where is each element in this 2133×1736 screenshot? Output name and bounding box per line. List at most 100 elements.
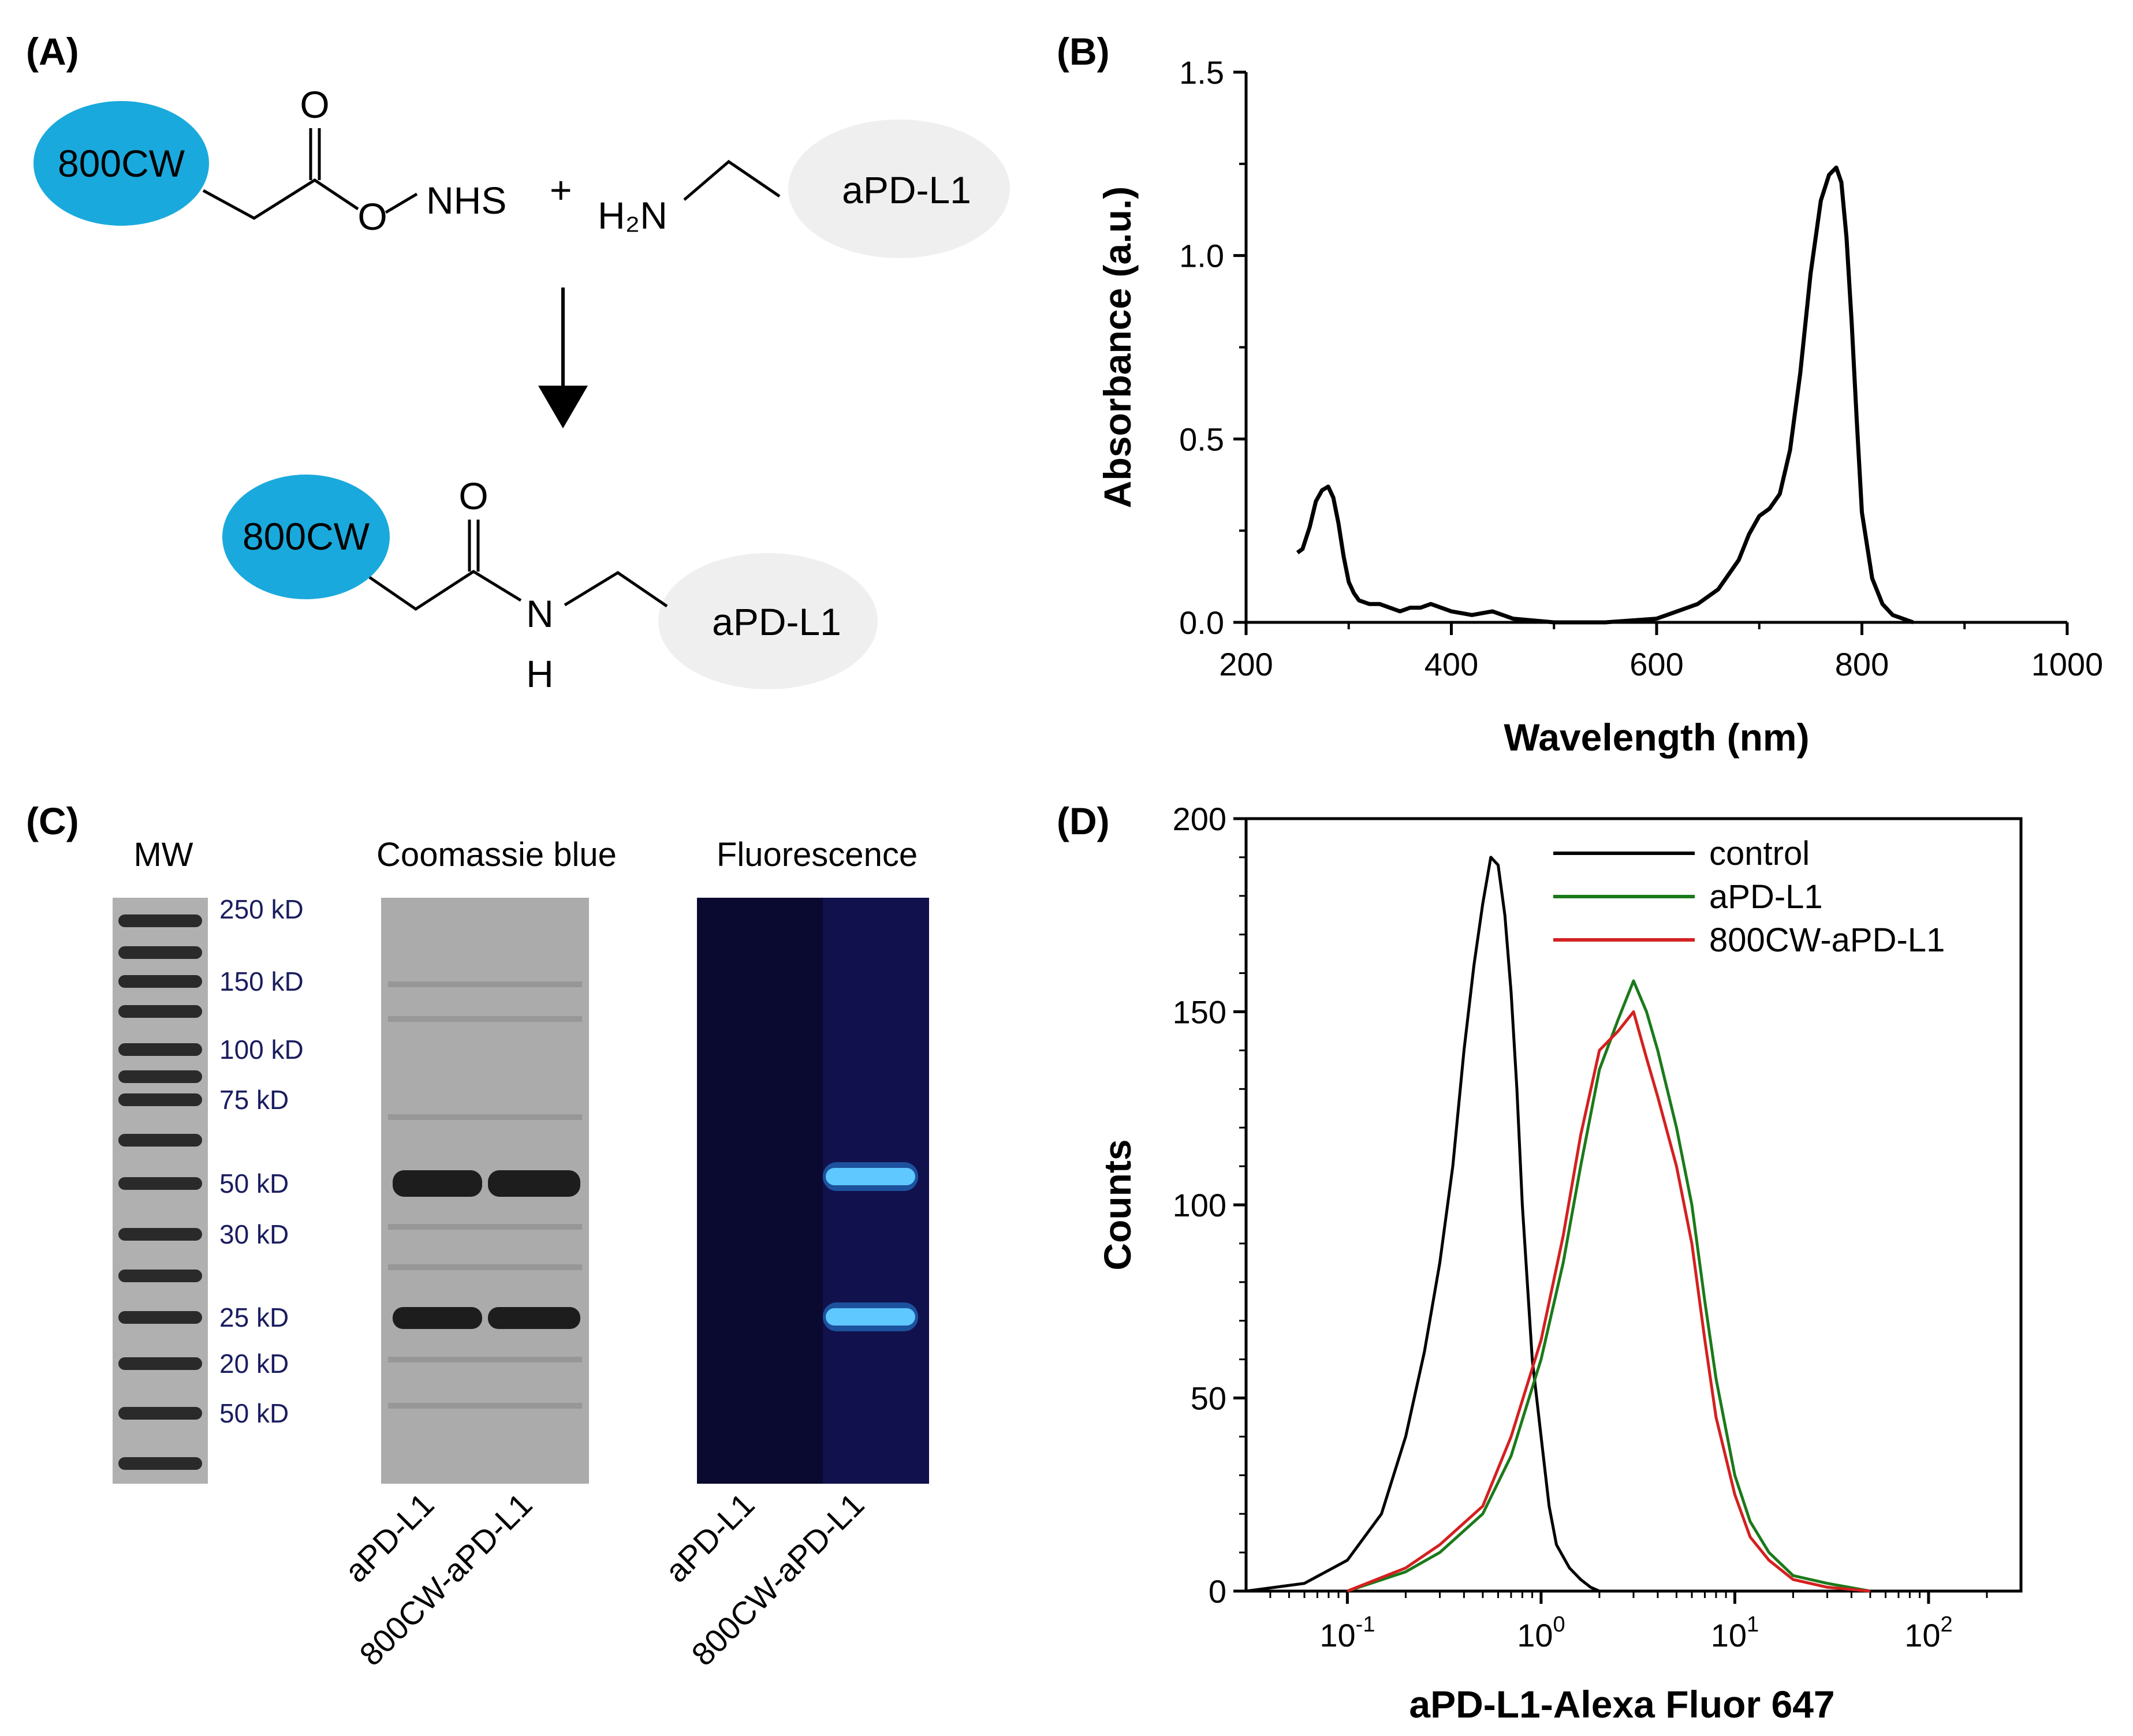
coomassie-title: Coomassie blue [376,836,617,873]
ester-oxygen: O [357,195,387,238]
lane-label: 800CW-aPD-L1 [352,1486,539,1672]
nhs-label: NHS [426,179,506,222]
ladder-band [118,1134,202,1147]
y-tick-label: 0.0 [1179,604,1224,641]
histogram-800cw-apd-l1 [1347,1010,1871,1593]
o-n-bond [385,192,418,214]
y-tick-label: 100 [1173,1187,1226,1223]
faint-band [388,981,582,987]
x-tick-label: 102 [1904,1612,1952,1653]
ladder-band [118,1407,202,1420]
panel-c-label: (C) [26,800,79,842]
x-axis-title: aPD-L1-Alexa Fluor 647 [1409,1683,1834,1726]
absorbance-line [1296,165,1914,625]
product-antibody-blob [658,553,878,689]
x-tick-label: 800 [1835,646,1889,682]
legend-label: 800CW-aPD-L1 [1709,921,1945,959]
ladder-band [118,1357,202,1370]
histogram-apd-l1 [1347,979,1871,1593]
x-axis-title: Wavelength (nm) [1504,716,1809,759]
flow-cytometry-chart: 0 50 100 150 200 10-1 100 101 102 aPD-L1-Alexa Fl… [1096,801,2023,1726]
product-dye-label: 800CW [243,515,370,558]
mw-marker-label: 150 kD [219,966,304,996]
light-chain-band [488,1307,580,1329]
panel-d: (D) 0 50 100 150 200 10-1 100 101 102 aPD-L1-Alex… [1057,800,2023,1726]
heavy-chain-band [393,1170,482,1197]
product-backbone [368,570,522,611]
mw-ladder-gel [113,898,208,1484]
x-tick-label: 100 [1517,1612,1565,1653]
heavy-chain-band [488,1170,580,1197]
y-tick-label: 0.5 [1179,421,1224,457]
amine-linker [683,159,781,201]
ladder-band [118,1093,202,1106]
coomassie-bands [388,981,582,1409]
panel-c: (C) MW Coomassie blue Fluorescence 250 k… [26,800,929,1672]
mw-marker-label: 30 kD [219,1219,289,1249]
ladder-band [118,975,202,988]
legend-label: control [1709,835,1810,872]
y-axis-title: Absorbance (a.u.) [1096,186,1139,508]
x-tick-label: 101 [1711,1612,1759,1653]
antibody-label: aPD-L1 [842,169,971,211]
carbonyl-oxygen: O [300,83,329,126]
antibody-blob [788,120,1010,258]
histogram-control [1246,856,1600,1593]
plus-sign: + [550,169,572,211]
ladder-band [118,1005,202,1018]
reactant-backbone [202,178,359,220]
reactant-dye-label: 800CW [58,142,185,185]
mw-marker-label: 20 kD [219,1349,289,1379]
faint-band [388,1016,582,1022]
mw-marker-label: 250 kD [219,894,304,924]
fluorescence-lane-glow [823,898,929,1484]
lane-label: aPD-L1 [658,1486,762,1589]
legend-label: aPD-L1 [1709,878,1823,916]
ladder-band [118,1311,202,1324]
fluorescence-bands [823,1162,918,1331]
y-tick-label: 50 [1191,1380,1226,1417]
x-tick-label: 1000 [2031,646,2104,682]
ladder-band [118,1177,202,1190]
mw-marker-label: 50 kD [219,1168,289,1199]
y-tick-label: 1.0 [1179,238,1224,274]
product-oxygen: O [458,475,488,517]
faint-band [388,1224,582,1230]
reaction-arrow-head [538,386,588,428]
mw-marker-label: 75 kD [219,1085,289,1115]
amine-label: H₂N [598,194,668,237]
ladder-band [118,1043,202,1056]
product-hydrogen: H [526,652,554,695]
panel-a-label: (A) [26,30,79,73]
fluor-band [826,1168,915,1185]
product-dye-blob [222,475,390,599]
light-chain-band [393,1307,482,1329]
x-tick-label: 400 [1425,646,1478,682]
x-tick-label: 200 [1219,646,1273,682]
ladder-bands [118,914,202,1470]
ladder-band [118,914,202,927]
product-nitrogen: N [526,592,554,635]
x-tick-label: 10-1 [1319,1612,1375,1653]
y-axis-title: Counts [1096,1139,1139,1270]
product-linker [564,571,668,608]
mw-marker-label: 100 kD [219,1035,304,1065]
ladder-band [118,1457,202,1470]
dye-blob [33,101,209,226]
y-tick-label: 0 [1209,1573,1226,1610]
faint-band [388,1357,582,1362]
mw-marker-label: 50 kD [219,1398,289,1428]
faint-band [388,1264,582,1270]
ladder-band [118,946,202,959]
panel-b-label: (B) [1057,30,1110,73]
fluorescence-title: Fluorescence [717,836,918,873]
x-tick-label: 600 [1629,646,1683,682]
y-tick-label: 150 [1173,994,1226,1031]
faint-band [388,1114,582,1120]
panel-d-label: (D) [1057,800,1110,842]
y-tick-label: 1.5 [1179,54,1224,91]
faint-band [388,1403,582,1409]
mw-marker-labels: 250 kD 150 kD 100 kD 75 kD 50 kD 30 kD 25 kD 20… [219,894,304,1428]
